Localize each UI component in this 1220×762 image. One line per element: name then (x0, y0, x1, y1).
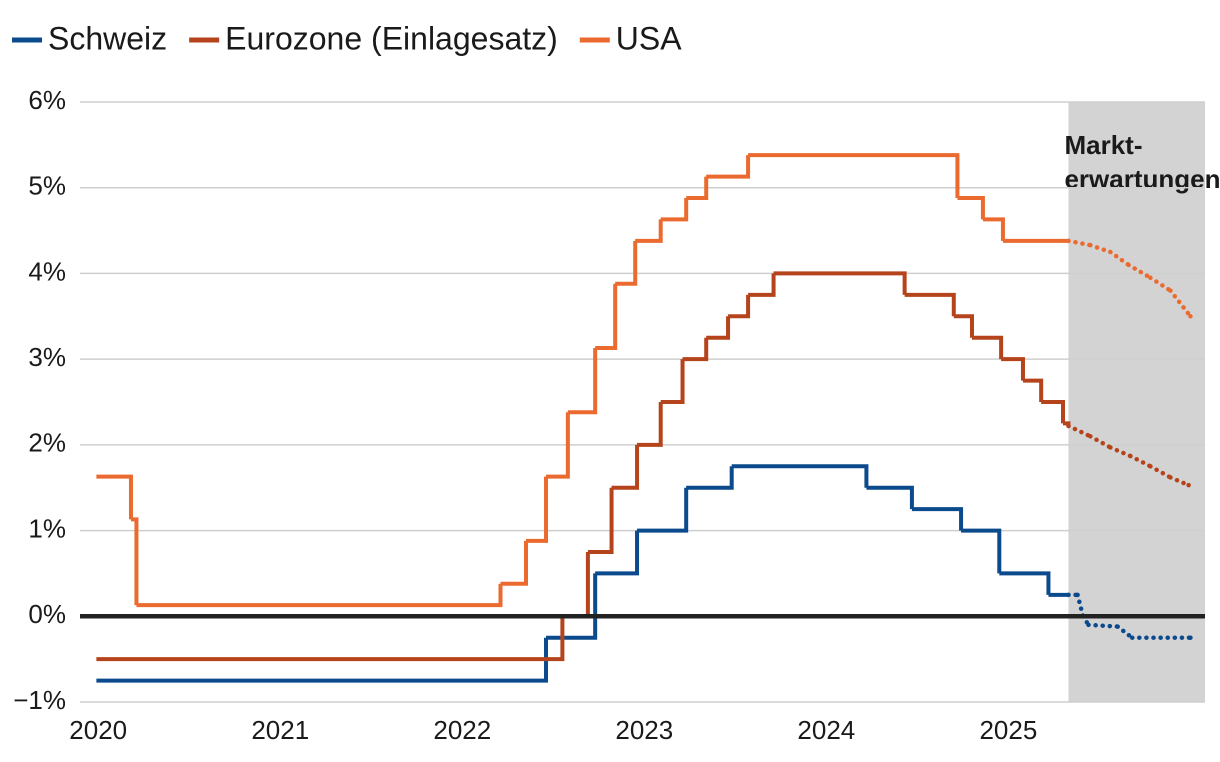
step-segment (686, 176, 709, 200)
step-segment (1168, 475, 1191, 488)
step-segment (1115, 624, 1135, 640)
step-segment (525, 476, 549, 543)
step-segment (686, 466, 734, 490)
step-segment (748, 153, 960, 198)
step-segment (971, 335, 1004, 360)
step-segment (130, 517, 139, 606)
step-segment (1088, 434, 1113, 450)
step-segment (595, 283, 618, 350)
y-tick-label: 3% (28, 342, 66, 372)
step-segment (911, 507, 964, 531)
step-segment (660, 359, 685, 404)
step-segment (96, 474, 133, 520)
step-segment (982, 217, 1005, 241)
step-segment (731, 464, 869, 488)
y-tick-label: 0% (28, 599, 66, 629)
step-segment (1148, 464, 1173, 480)
y-tick-label: 2% (28, 428, 66, 458)
step-segment (1022, 378, 1044, 402)
x-tick-label: 2025 (979, 715, 1037, 745)
step-segment (96, 637, 549, 683)
series-line (96, 271, 1191, 662)
step-segment (866, 485, 914, 510)
y-tick-label: 6% (28, 85, 66, 115)
step-segment (595, 530, 640, 576)
step-segment (682, 337, 709, 362)
step-segment (706, 316, 731, 340)
step-segment (1086, 622, 1120, 629)
series-line (96, 464, 1193, 683)
step-segment (748, 273, 776, 297)
step-segment (136, 583, 503, 608)
step-segment (1041, 400, 1066, 424)
step-segment (728, 294, 751, 319)
y-tick-label: 5% (28, 171, 66, 201)
legend-label: USA (616, 20, 682, 56)
step-segment (1001, 357, 1025, 381)
x-tick-label: 2023 (615, 715, 673, 745)
step-segment (615, 240, 638, 286)
y-tick-label: 1% (28, 513, 66, 543)
x-tick-label: 2022 (433, 715, 491, 745)
annotation: Markt- (1064, 130, 1142, 160)
step-segment (96, 616, 565, 662)
step-segment (635, 219, 663, 243)
y-tick-label: 4% (28, 256, 66, 286)
step-segment (562, 552, 590, 619)
step-segment (1066, 423, 1093, 439)
legend-label: Eurozone (Einlagesatz) (225, 20, 558, 56)
legend-label: Schweiz (48, 20, 167, 56)
step-segment (611, 444, 640, 490)
step-segment (1168, 288, 1193, 319)
step-segment (546, 412, 570, 479)
step-segment (587, 487, 614, 554)
step-segment (637, 402, 663, 447)
step-segment (660, 198, 689, 222)
x-tick-label: 2020 (69, 715, 127, 745)
forecast-region (1068, 102, 1205, 702)
step-segment (637, 487, 689, 533)
x-tick-label: 2024 (797, 715, 855, 745)
annotation: erwartungen (1064, 164, 1220, 194)
series-line (96, 153, 1193, 608)
step-segment (999, 571, 1051, 595)
step-segment (500, 540, 528, 586)
step-segment (1126, 262, 1153, 280)
step-segment (904, 292, 956, 317)
step-segment (957, 196, 985, 220)
step-segment (1148, 275, 1173, 293)
step-segment (773, 271, 907, 295)
step-segment (567, 348, 598, 415)
x-tick-label: 2021 (251, 715, 309, 745)
y-tick-label: −1% (13, 685, 66, 715)
step-segment (961, 528, 1002, 574)
step-segment (953, 314, 974, 338)
step-segment (706, 155, 751, 179)
